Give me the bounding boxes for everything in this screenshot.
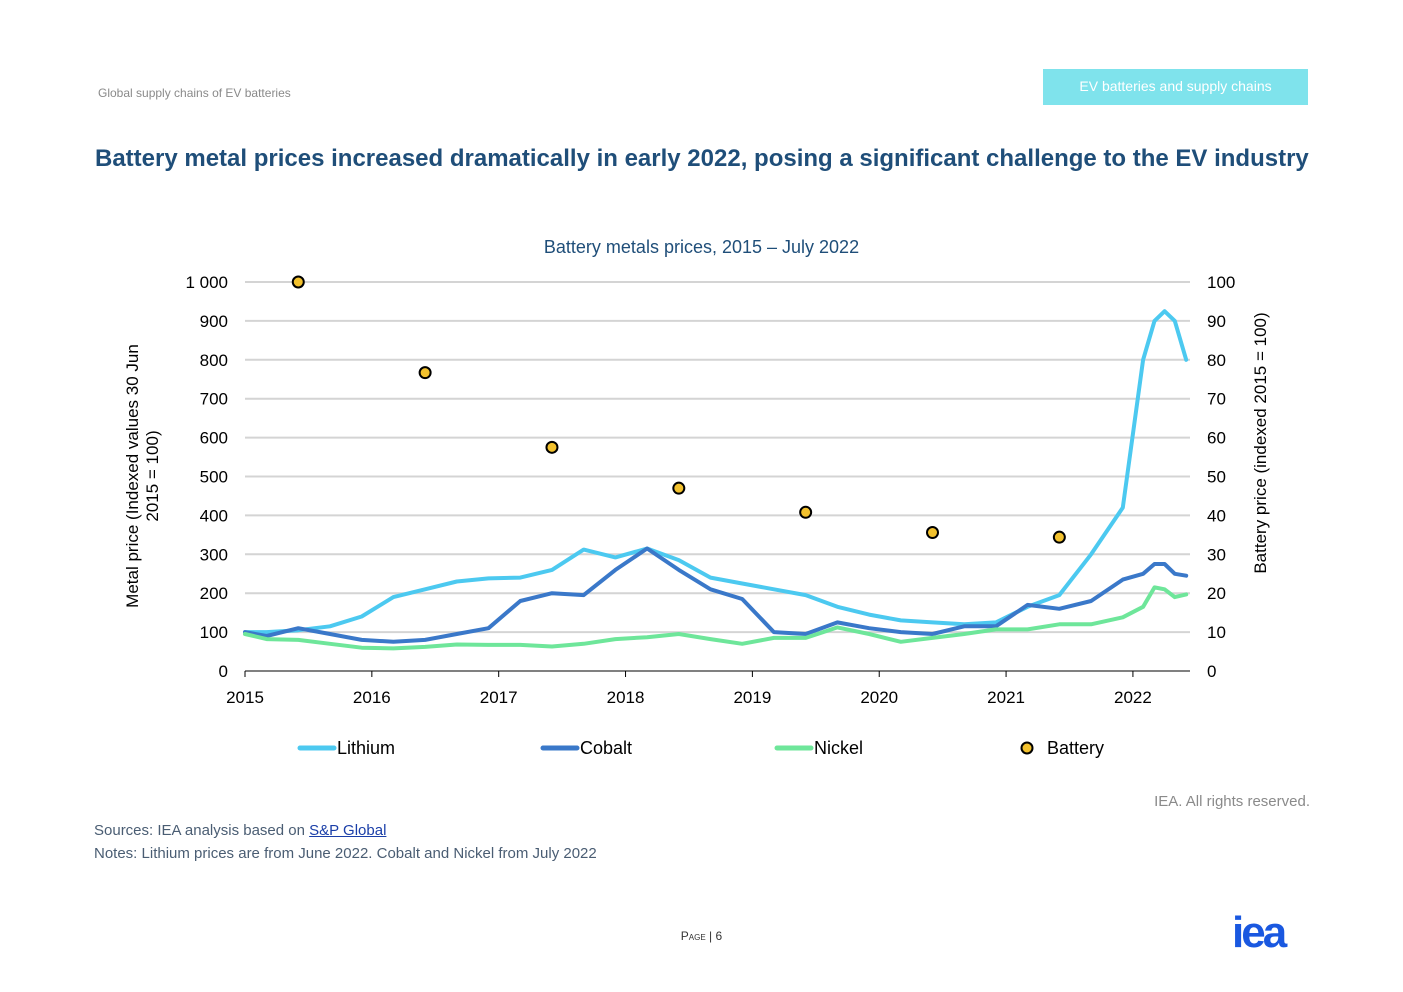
iea-logo: iea bbox=[1232, 912, 1291, 952]
legend-cobalt-label: Cobalt bbox=[580, 738, 632, 758]
y-axis-label-line1: Metal price (Indexed values 30 Jun bbox=[123, 344, 142, 608]
y-tick-label: 100 bbox=[200, 623, 228, 642]
battery-point bbox=[1052, 530, 1066, 544]
iea-logo-text: iea bbox=[1232, 912, 1288, 952]
y2-tick-label: 0 bbox=[1207, 662, 1216, 681]
battery-point bbox=[545, 440, 559, 454]
y2-axis-label: Battery price (indexed 2015 = 100) bbox=[1251, 312, 1270, 573]
y2-tick-label: 40 bbox=[1207, 506, 1226, 525]
battery-point bbox=[799, 505, 813, 519]
y2-tick-label: 60 bbox=[1207, 429, 1226, 448]
battery-point bbox=[291, 275, 305, 289]
y2-tick-label: 10 bbox=[1207, 623, 1226, 642]
y2-tick-label: 30 bbox=[1207, 545, 1226, 564]
y-axis-label: Metal price (Indexed values 30 Jun2015 =… bbox=[123, 344, 162, 608]
y-tick-label: 300 bbox=[200, 545, 228, 564]
document-header-title: Global supply chains of EV batteries bbox=[98, 86, 291, 100]
y-axis-label-line2: 2015 = 100) bbox=[143, 430, 162, 521]
legend-battery-label: Battery bbox=[1047, 738, 1104, 758]
legend-battery-swatch bbox=[1020, 741, 1034, 755]
y2-tick-label: 20 bbox=[1207, 584, 1226, 603]
x-tick-label: 2015 bbox=[226, 688, 264, 707]
y2-tick-label: 100 bbox=[1207, 273, 1235, 292]
sources-prefix: Sources: IEA analysis based on bbox=[94, 822, 310, 839]
page-number: Page | 6 bbox=[680, 929, 723, 943]
y-tick-label: 900 bbox=[200, 312, 228, 331]
battery-point bbox=[418, 366, 432, 380]
legend-nickel-label: Nickel bbox=[814, 738, 863, 758]
x-tick-label: 2021 bbox=[987, 688, 1025, 707]
y-tick-label: 600 bbox=[200, 429, 228, 448]
y-tick-label: 0 bbox=[219, 662, 228, 681]
lithium-series-line bbox=[243, 309, 1189, 635]
x-tick-label: 2022 bbox=[1114, 688, 1152, 707]
copyright-note: IEA. All rights reserved. bbox=[1154, 793, 1310, 810]
x-tick-label: 2020 bbox=[860, 688, 898, 707]
battery-point bbox=[672, 481, 686, 495]
notes-line: Notes: Lithium prices are from June 2022… bbox=[94, 845, 597, 862]
y-tick-label: 700 bbox=[200, 390, 228, 409]
page-label: Page bbox=[680, 929, 706, 943]
y-tick-label: 1 000 bbox=[185, 273, 228, 292]
battery-point bbox=[926, 526, 940, 540]
slide-title: Battery metal prices increased dramatica… bbox=[95, 145, 1309, 172]
x-tick-label: 2018 bbox=[607, 688, 645, 707]
y2-tick-label: 70 bbox=[1207, 390, 1226, 409]
y2-tick-label: 80 bbox=[1207, 351, 1226, 370]
cobalt-series-line bbox=[243, 546, 1189, 644]
y2-tick-label: 50 bbox=[1207, 468, 1226, 487]
nickel-series-line bbox=[243, 585, 1189, 651]
y-tick-label: 200 bbox=[200, 584, 228, 603]
section-tab[interactable]: EV batteries and supply chains bbox=[1043, 69, 1308, 105]
page-number-value: 6 bbox=[715, 929, 723, 943]
y-tick-label: 800 bbox=[200, 351, 228, 370]
x-tick-label: 2016 bbox=[353, 688, 391, 707]
y2-tick-label: 90 bbox=[1207, 312, 1226, 331]
y-tick-label: 500 bbox=[200, 468, 228, 487]
chart-title: Battery metals prices, 2015 – July 2022 bbox=[543, 237, 860, 257]
legend-lithium-label: Lithium bbox=[337, 738, 395, 758]
x-tick-label: 2017 bbox=[480, 688, 518, 707]
y-tick-label: 400 bbox=[200, 506, 228, 525]
x-tick-label: 2019 bbox=[733, 688, 771, 707]
sources-link[interactable]: S&P Global bbox=[309, 822, 387, 839]
sources-line: Sources: IEA analysis based on S&P Globa… bbox=[94, 822, 386, 839]
